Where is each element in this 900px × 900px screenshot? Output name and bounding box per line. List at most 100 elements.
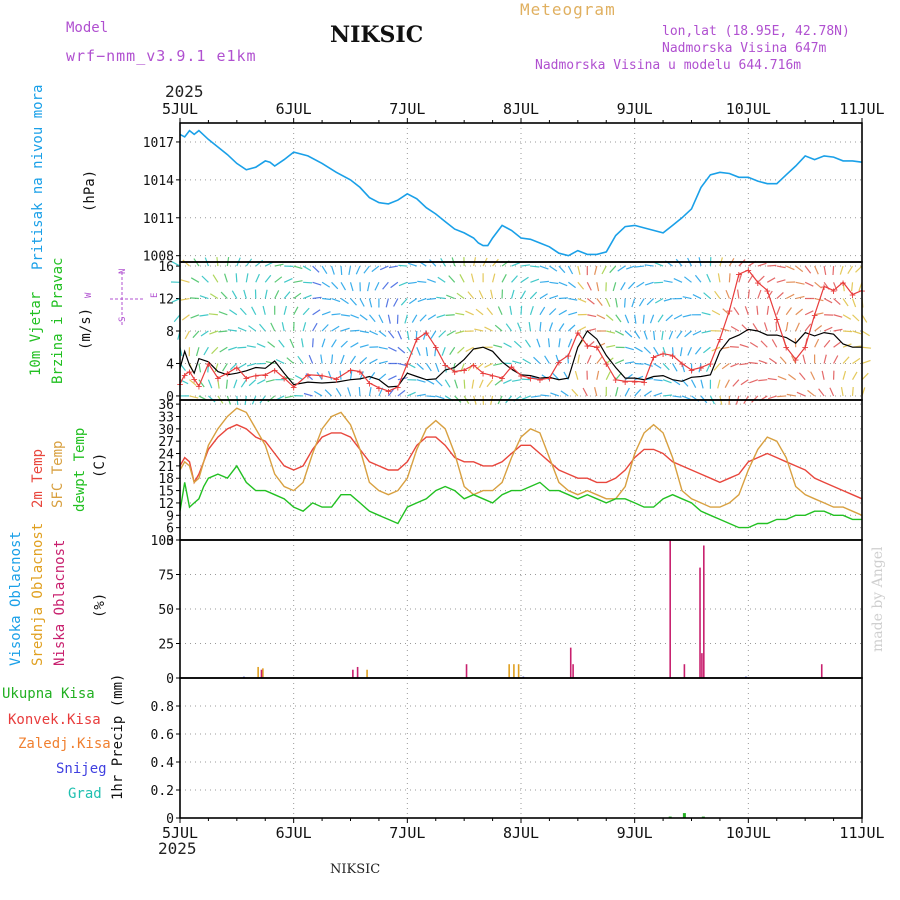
wind-barb (387, 330, 395, 339)
wind-barb (776, 279, 786, 283)
y-tick-label: 0 (166, 390, 174, 405)
gust-marker: + (404, 357, 411, 370)
wind-barb (388, 265, 398, 269)
wind-barb (779, 356, 787, 364)
wind-barb (605, 314, 614, 321)
wind-barb (509, 305, 513, 315)
wind-barb (255, 259, 264, 267)
wind-barb (550, 392, 560, 397)
wind-barb (577, 265, 581, 275)
wind-barb (455, 312, 465, 316)
wind-barb (503, 342, 512, 348)
wind-barb (833, 282, 838, 291)
wind-barb (672, 379, 681, 386)
wind-barb (444, 379, 451, 388)
wind-barb (646, 298, 655, 306)
wind-barb (378, 373, 387, 381)
wind-barb (297, 355, 304, 364)
wind-barb (208, 395, 216, 403)
wind-barb (455, 330, 465, 335)
wind-barb (324, 389, 332, 397)
gust-marker: + (565, 349, 572, 362)
wind-barb (643, 346, 652, 354)
gust-marker: + (584, 340, 591, 353)
wind-barb (388, 346, 397, 352)
wind-barb (446, 294, 455, 300)
wind-barb (327, 370, 333, 380)
x-tick-label-top: 5JUL (162, 100, 198, 118)
gust-marker: + (281, 372, 288, 385)
wind-barb (785, 265, 795, 271)
wind-barb (371, 265, 380, 273)
wind-barb (415, 330, 418, 341)
wind-barb (601, 265, 607, 275)
wind-barb (567, 324, 576, 332)
wind-barb (454, 379, 459, 389)
wind-barb (756, 305, 759, 315)
wind-barb (634, 362, 644, 365)
wind-barb (238, 362, 247, 369)
gust-marker: + (186, 366, 193, 379)
wind-barb (397, 389, 406, 397)
wind-barb (255, 273, 260, 283)
wind-barb (283, 278, 293, 283)
gust-marker: + (252, 370, 259, 383)
wind-barb (416, 363, 424, 370)
wind-barb (275, 358, 285, 365)
wind-barb (586, 354, 592, 364)
wind-barb (548, 308, 557, 316)
legend-total-rain: Ukupna Kisa (2, 686, 95, 702)
wind-barb (201, 275, 209, 283)
gust-marker: + (508, 361, 515, 374)
wind-barb (209, 293, 219, 300)
wind-barb (766, 277, 776, 283)
wind-barb (465, 310, 474, 316)
wind-barb (713, 363, 721, 371)
wind-barb (497, 306, 503, 316)
wind-barb (264, 289, 268, 299)
y-tick-label: 33 (158, 410, 174, 425)
wind-barb (350, 342, 359, 348)
wind-barb (749, 341, 759, 348)
wind-barb (549, 281, 559, 285)
wind-barb (289, 338, 295, 348)
gust-marker: + (849, 288, 856, 301)
wind-barb (752, 323, 759, 332)
wind-barb (229, 363, 238, 371)
wind-barb (400, 298, 408, 306)
wind-barb (435, 395, 445, 400)
wind-barb (536, 338, 541, 348)
wind-barb (303, 392, 313, 397)
wind-barb (829, 387, 835, 397)
wind-barb (214, 363, 219, 373)
wind-barb (672, 395, 682, 398)
wind-barb (436, 296, 446, 300)
wind-barb (760, 340, 768, 348)
wind-barb (642, 314, 645, 324)
wind-barb (330, 354, 334, 364)
wind-barb (615, 372, 622, 381)
legend-frz-rain: Zaledj.Kisa (18, 736, 111, 752)
gust-marker: + (802, 341, 809, 354)
gust-marker: + (698, 362, 705, 375)
wind-barb (653, 330, 656, 341)
wind-barb (634, 346, 643, 353)
wind-barb (222, 363, 228, 372)
wind-barb (694, 346, 702, 355)
wind-barb (407, 391, 416, 397)
wind-barb (643, 330, 648, 340)
wind-barb (459, 274, 465, 283)
wind-barb (539, 265, 549, 270)
wind-barb (398, 281, 408, 287)
gust-marker: + (432, 341, 439, 354)
gust-marker: + (688, 364, 695, 377)
wind-barb (758, 359, 768, 365)
wind-barb (475, 308, 484, 316)
wind-barb (766, 305, 770, 315)
wind-barb (397, 346, 406, 354)
wind-barb (662, 379, 672, 384)
gust-marker: + (745, 264, 752, 277)
wind-barb (717, 379, 721, 389)
wind-barb (520, 305, 523, 315)
wind-barb (369, 358, 378, 364)
